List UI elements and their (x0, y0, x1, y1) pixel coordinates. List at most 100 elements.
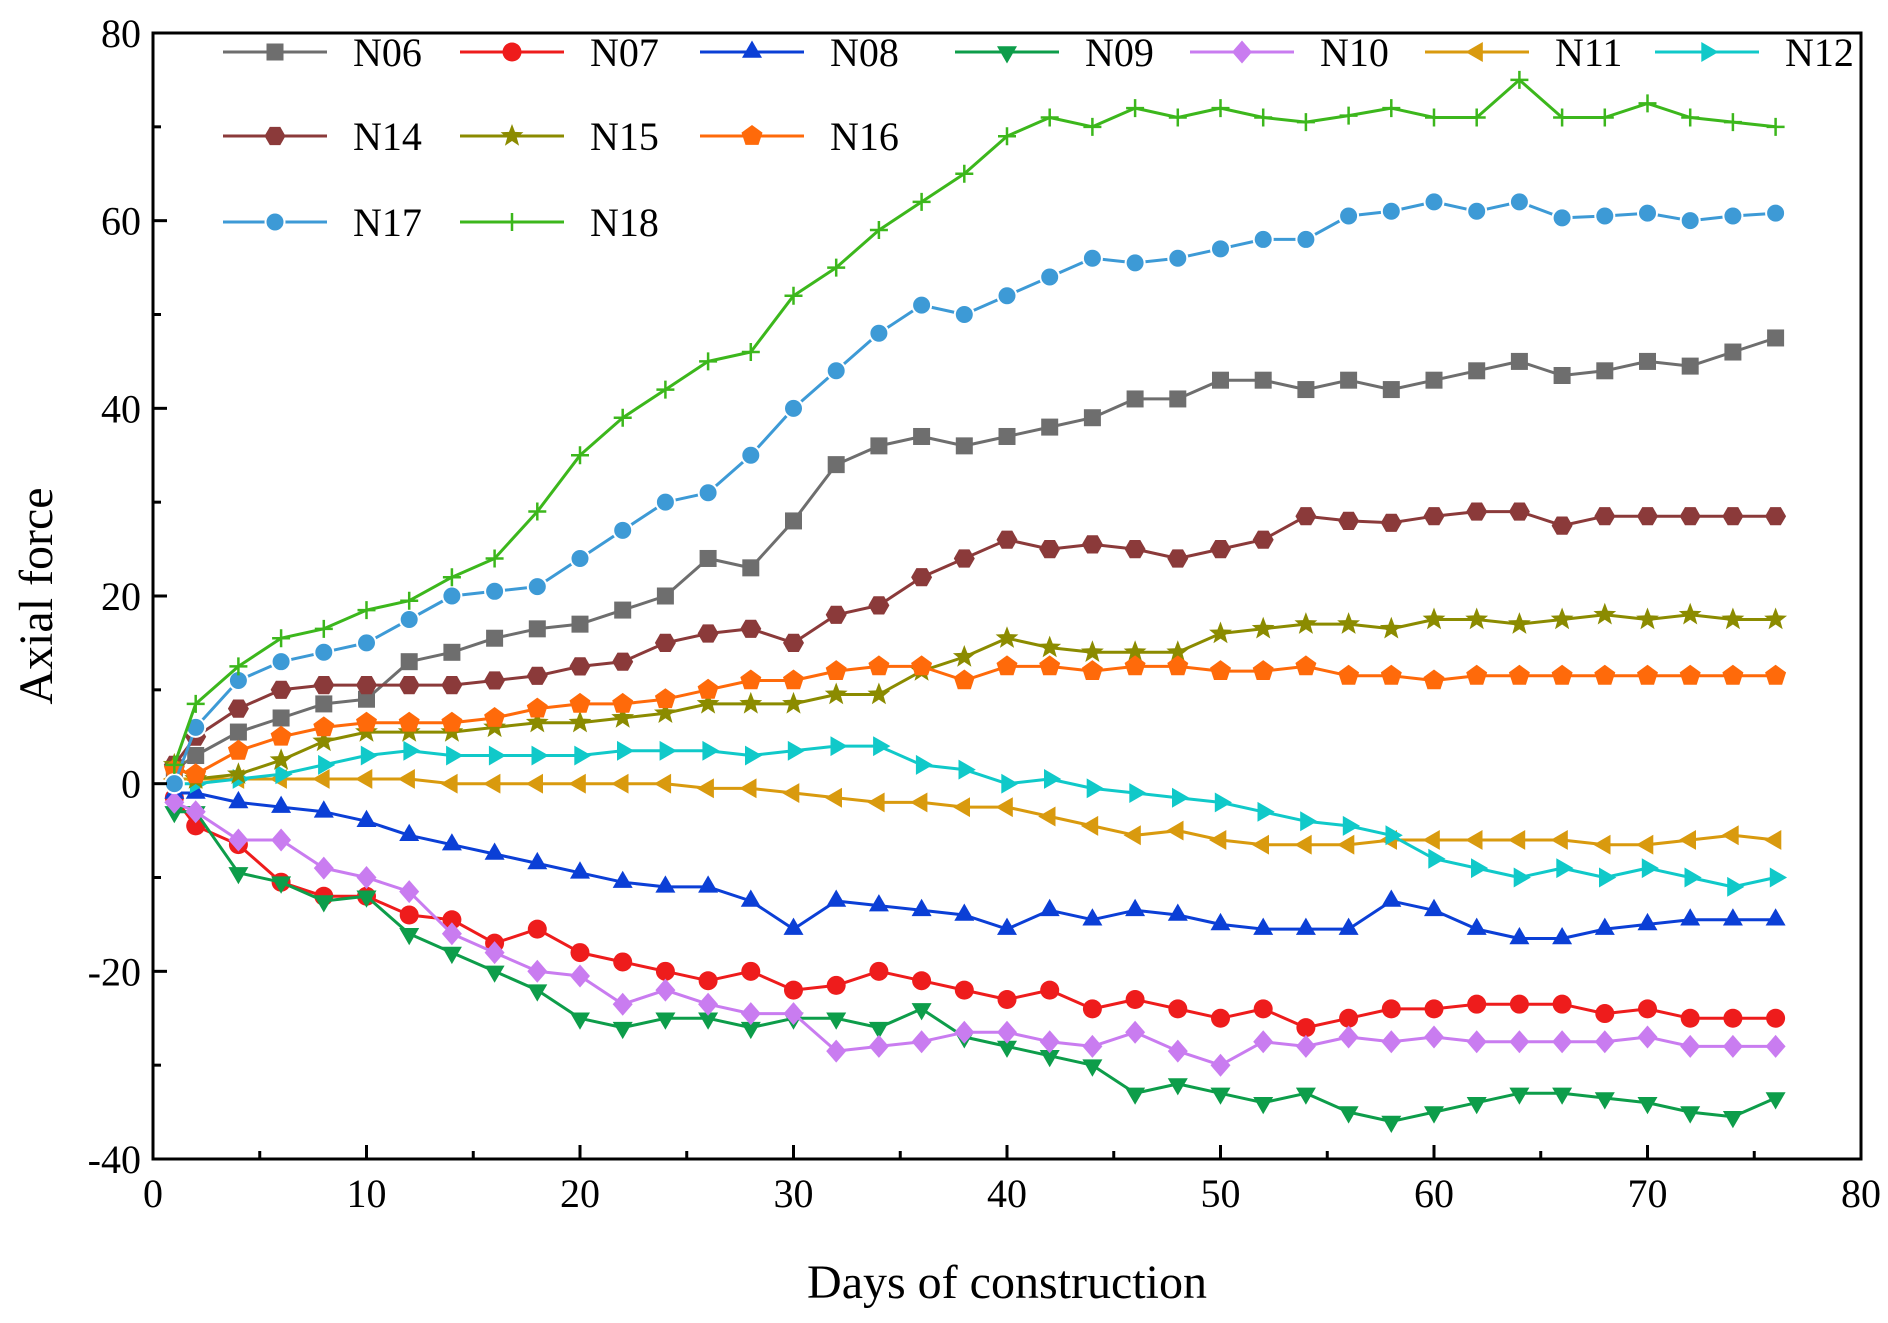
data-point-n06 (1126, 390, 1144, 408)
series-n14 (163, 502, 1787, 774)
data-point-n16 (227, 739, 249, 760)
y-tick-label-40: -40 (88, 1137, 141, 1182)
data-point-n18 (1681, 108, 1700, 127)
data-point-n10 (1039, 1030, 1060, 1054)
y-axis-title: Axial force (10, 487, 63, 704)
data-point-n15 (525, 710, 549, 733)
data-point-n12 (403, 740, 421, 761)
legend-label-n09: N09 (1085, 30, 1154, 75)
data-point-n09 (164, 806, 185, 824)
data-point-n15 (1337, 612, 1360, 634)
data-point-n14 (1210, 540, 1231, 559)
series-line-n12 (174, 744, 1776, 889)
data-point-n08 (826, 889, 847, 907)
data-point-n16 (526, 697, 548, 718)
data-point-n14 (1039, 540, 1061, 559)
data-point-n11 (1636, 834, 1654, 855)
data-point-n18 (485, 549, 504, 568)
data-point-n07 (869, 961, 889, 981)
data-point-n14 (996, 530, 1018, 549)
data-point-n15 (782, 691, 805, 714)
data-point-n16 (740, 669, 762, 690)
data-point-n17 (1210, 238, 1231, 260)
data-point-n09 (484, 965, 505, 983)
data-point-n15 (1294, 612, 1318, 634)
data-point-n12 (1599, 867, 1617, 888)
data-point-n12 (1257, 801, 1275, 822)
legend-marker-n06 (266, 43, 284, 61)
data-point-n12 (830, 736, 848, 757)
data-point-n09 (1210, 1087, 1231, 1105)
data-point-n10 (740, 1002, 761, 1026)
data-point-n11 (1251, 834, 1269, 855)
data-point-n15 (1764, 607, 1787, 630)
data-point-n18 (1382, 99, 1401, 118)
data-point-n14 (740, 619, 762, 638)
data-point-n15 (1721, 607, 1745, 630)
data-point-n17 (270, 651, 292, 673)
data-point-n15 (1379, 616, 1403, 639)
data-point-n18 (1083, 117, 1102, 136)
data-point-n14 (569, 657, 591, 676)
data-point-n06 (699, 549, 717, 567)
data-point-n15 (995, 626, 1019, 648)
y-tick-label-40: 40 (101, 386, 141, 431)
data-point-n06 (955, 437, 973, 455)
y-tick-label-0: 0 (121, 762, 141, 807)
data-point-n12 (1214, 792, 1232, 813)
data-point-n08 (655, 875, 676, 893)
data-point-n15 (696, 691, 720, 714)
data-point-n14 (825, 605, 847, 624)
data-point-n18 (314, 619, 333, 638)
data-point-n14 (1551, 516, 1573, 535)
data-point-n09 (1466, 1097, 1487, 1115)
data-point-n07 (1424, 999, 1444, 1019)
data-point-n16 (1679, 664, 1701, 685)
data-point-n16 (313, 716, 335, 737)
data-point-n17 (1722, 205, 1744, 227)
data-point-n09 (1424, 1106, 1444, 1124)
legend-item-n11: N11 (1425, 30, 1622, 75)
x-axis-title: Days of construction (807, 1256, 1207, 1309)
legend-marker-n07 (502, 42, 522, 62)
data-point-n08 (313, 800, 334, 818)
data-point-n09 (1253, 1097, 1274, 1115)
data-point-n11 (355, 769, 373, 789)
data-point-n10 (164, 790, 185, 814)
data-point-n06 (400, 653, 418, 671)
data-point-n18 (741, 343, 760, 362)
data-point-n16 (1124, 655, 1146, 676)
data-point-n07 (912, 971, 932, 991)
data-point-n16 (356, 711, 377, 732)
data-point-n09 (1509, 1087, 1530, 1105)
x-tick-label-50: 50 (1201, 1171, 1241, 1216)
data-point-n18 (229, 657, 248, 676)
data-point-n09 (399, 928, 420, 946)
data-point-n07 (655, 961, 675, 981)
data-point-n18 (165, 755, 184, 774)
data-point-n18 (186, 694, 205, 713)
data-point-n10 (868, 1034, 889, 1058)
data-point-n14 (654, 633, 676, 652)
data-point-n09 (441, 946, 462, 965)
data-point-n12 (446, 745, 464, 766)
data-point-n06 (443, 643, 461, 661)
data-point-n08 (612, 870, 633, 888)
data-point-n12 (275, 764, 293, 785)
data-point-n10 (356, 866, 377, 889)
data-point-n17 (697, 482, 719, 504)
data-point-n11 (952, 797, 970, 818)
data-point-n07 (1381, 999, 1401, 1019)
data-point-n10 (1338, 1025, 1359, 1049)
data-point-n14 (1679, 507, 1701, 526)
data-point-n10 (783, 1002, 804, 1026)
data-point-n18 (1254, 108, 1273, 127)
data-point-n10 (484, 941, 505, 965)
data-point-n14 (484, 671, 506, 690)
data-point-n10 (441, 922, 462, 946)
data-point-n17 (654, 491, 676, 513)
data-point-n11 (440, 773, 458, 794)
data-point-n06 (315, 695, 333, 713)
data-point-n10 (399, 880, 420, 904)
data-point-n08 (441, 833, 462, 851)
